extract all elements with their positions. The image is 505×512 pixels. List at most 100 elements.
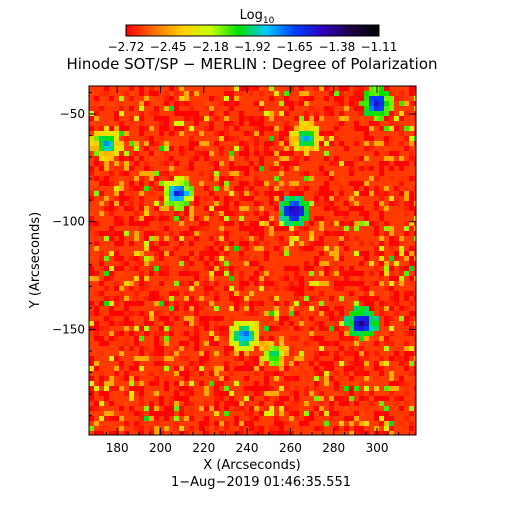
- heatmap-cell: [359, 356, 364, 361]
- heatmap-cell: [154, 426, 159, 431]
- heatmap-cell: [279, 206, 284, 211]
- heatmap-cell: [154, 336, 159, 341]
- heatmap-cell: [94, 161, 99, 166]
- heatmap-cell: [194, 216, 199, 221]
- heatmap-cell: [359, 396, 364, 401]
- heatmap-cell: [174, 346, 179, 351]
- heatmap-cell: [254, 151, 259, 156]
- heatmap-cell: [199, 231, 204, 236]
- heatmap-cell: [184, 146, 189, 151]
- heatmap-cell: [214, 266, 219, 271]
- heatmap-cell: [124, 386, 129, 391]
- heatmap-cell: [389, 341, 394, 346]
- heatmap-cell: [269, 336, 274, 341]
- heatmap-cell: [179, 111, 184, 116]
- heatmap-cell: [359, 241, 364, 246]
- heatmap-cell: [214, 131, 219, 136]
- heatmap-cell: [159, 316, 164, 321]
- heatmap-cell: [224, 336, 229, 341]
- heatmap-cell: [114, 141, 119, 146]
- heatmap-cell: [274, 196, 279, 201]
- heatmap-cell: [104, 276, 109, 281]
- heatmap-cell: [319, 131, 324, 136]
- heatmap-cell: [279, 141, 284, 146]
- heatmap-cell: [174, 251, 179, 256]
- heatmap-cell: [139, 121, 144, 126]
- heatmap-cell: [239, 246, 244, 251]
- heatmap-cell: [389, 121, 394, 126]
- heatmap-cell: [219, 181, 224, 186]
- heatmap-cell: [374, 246, 379, 251]
- heatmap-cell: [399, 156, 404, 161]
- heatmap-cell: [379, 336, 384, 341]
- heatmap-cell: [229, 331, 234, 336]
- heatmap-cell: [294, 356, 299, 361]
- heatmap-cell: [149, 86, 154, 91]
- heatmap-cell: [394, 196, 399, 201]
- heatmap-cell: [279, 236, 284, 241]
- heatmap-cell: [204, 401, 209, 406]
- heatmap-cell: [204, 431, 209, 435]
- heatmap-cell: [169, 231, 174, 236]
- heatmap-cell: [314, 171, 319, 176]
- heatmap-cell: [124, 391, 129, 396]
- heatmap-cell: [359, 166, 364, 171]
- heatmap-cell: [154, 241, 159, 246]
- heatmap-cell: [229, 106, 234, 111]
- heatmap-cell: [119, 201, 124, 206]
- heatmap-cell: [229, 401, 234, 406]
- heatmap-cell: [279, 116, 284, 121]
- heatmap-cell: [94, 146, 99, 151]
- heatmap-cell: [109, 126, 114, 131]
- heatmap-cell: [154, 396, 159, 401]
- heatmap-cell: [194, 346, 199, 351]
- heatmap-cell: [344, 396, 349, 401]
- heatmap-cell: [139, 301, 144, 306]
- heatmap-cell: [304, 341, 309, 346]
- heatmap-cell: [254, 281, 259, 286]
- heatmap-cell: [409, 131, 414, 136]
- heatmap-cell: [399, 286, 404, 291]
- heatmap-cell: [209, 406, 214, 411]
- heatmap-cell: [109, 336, 114, 341]
- heatmap-cell: [389, 126, 394, 131]
- heatmap-cell: [94, 231, 99, 236]
- heatmap-cell: [314, 376, 319, 381]
- heatmap-cell: [264, 111, 269, 116]
- heatmap-cell: [234, 121, 239, 126]
- heatmap-cell: [289, 236, 294, 241]
- heatmap-cell: [184, 341, 189, 346]
- heatmap-cell: [144, 346, 149, 351]
- heatmap-cell: [164, 206, 169, 211]
- heatmap-cell: [329, 266, 334, 271]
- heatmap-cell: [374, 311, 379, 316]
- heatmap-cell: [164, 156, 169, 161]
- heatmap-cell: [379, 161, 384, 166]
- heatmap-cell: [324, 326, 329, 331]
- heatmap-cell: [334, 321, 339, 326]
- heatmap-cell: [229, 316, 234, 321]
- heatmap-cell: [394, 401, 399, 406]
- heatmap-cell: [374, 96, 379, 101]
- heatmap-cell: [224, 286, 229, 291]
- heatmap-cell: [104, 316, 109, 321]
- heatmap-cell: [209, 306, 214, 311]
- heatmap-cell: [364, 211, 369, 216]
- heatmap-cell: [334, 206, 339, 211]
- heatmap-cell: [214, 406, 219, 411]
- heatmap-cell: [354, 136, 359, 141]
- heatmap-cell: [339, 296, 344, 301]
- heatmap-cell: [354, 381, 359, 386]
- heatmap-cell: [139, 356, 144, 361]
- heatmap-cell: [249, 346, 254, 351]
- heatmap-cell: [149, 416, 154, 421]
- heatmap-cell: [384, 196, 389, 201]
- heatmap-cell: [124, 331, 129, 336]
- heatmap-cell: [389, 366, 394, 371]
- heatmap-cell: [354, 331, 359, 336]
- heatmap-cell: [234, 301, 239, 306]
- heatmap-cell: [144, 321, 149, 326]
- heatmap-cell: [414, 141, 416, 146]
- heatmap-cell: [119, 261, 124, 266]
- heatmap-cell: [149, 166, 154, 171]
